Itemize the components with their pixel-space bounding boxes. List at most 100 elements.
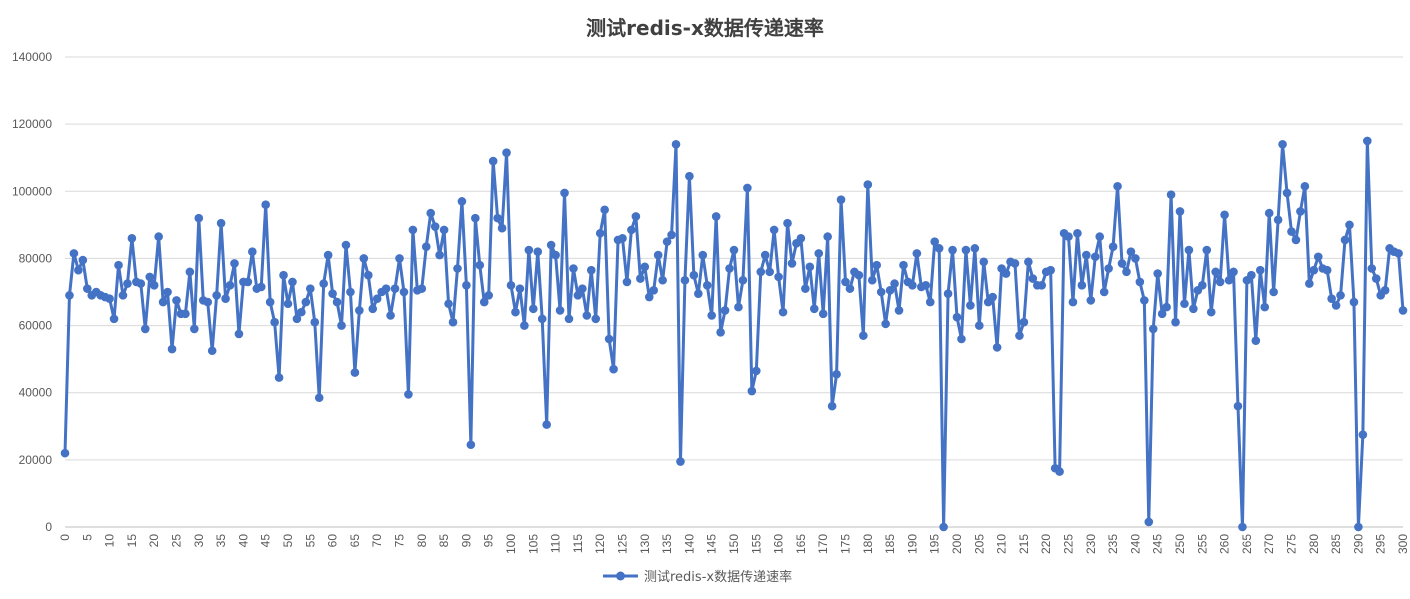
data-point[interactable] [845,284,855,293]
data-point[interactable] [314,393,324,403]
data-point[interactable] [702,280,712,290]
data-point[interactable] [1354,522,1363,532]
data-point[interactable] [1166,190,1176,199]
data-point[interactable] [778,307,788,317]
data-point[interactable] [453,264,462,273]
data-point[interactable] [328,289,337,298]
data-point[interactable] [1380,286,1390,295]
data-point[interactable] [975,321,984,330]
data-point[interactable] [560,188,569,198]
data-point[interactable] [809,304,819,314]
data-point[interactable] [279,270,288,280]
data-point[interactable] [114,260,123,270]
data-point[interactable] [939,522,948,532]
data-point[interactable] [747,386,757,396]
data-point[interactable] [1398,306,1408,315]
data-point[interactable] [448,317,458,327]
data-point[interactable] [863,180,873,189]
data-point[interactable] [725,264,734,273]
data-point[interactable] [1273,215,1283,225]
data-point[interactable] [694,289,703,298]
data-point[interactable] [123,279,132,288]
data-point[interactable] [600,205,609,215]
data-point[interactable] [359,254,369,263]
data-point[interactable] [274,373,284,382]
data-point[interactable] [1077,280,1087,290]
data-point[interactable] [1140,296,1149,305]
data-point[interactable] [471,213,480,223]
data-point[interactable] [595,228,605,238]
data-point[interactable] [1015,331,1024,340]
data-point[interactable] [1349,297,1359,307]
data-point[interactable] [925,297,935,307]
data-point[interactable] [520,321,529,330]
data-point[interactable] [172,296,181,305]
data-point[interactable] [564,314,574,324]
data-point[interactable] [676,457,685,466]
data-point[interactable] [145,272,155,282]
data-point[interactable] [1371,274,1381,283]
data-point[interactable] [1363,136,1372,146]
data-point[interactable] [1117,259,1127,268]
data-point[interactable] [1153,269,1162,278]
data-point[interactable] [1300,181,1310,191]
data-point[interactable] [248,247,257,257]
data-point[interactable] [1010,259,1020,268]
data-point[interactable] [301,297,311,307]
data-point[interactable] [582,311,592,320]
data-point[interactable] [769,225,779,235]
data-point[interactable] [1296,207,1305,216]
data-point[interactable] [765,267,774,277]
data-point[interactable] [876,287,886,297]
data-point[interactable] [832,369,841,379]
data-point[interactable] [551,250,560,260]
data-point[interactable] [1224,275,1234,285]
data-point[interactable] [1175,207,1185,216]
data-point[interactable] [801,284,810,293]
data-point[interactable] [1238,522,1247,532]
data-point[interactable] [306,284,315,293]
data-point[interactable] [1220,210,1229,220]
data-point[interactable] [1367,264,1377,273]
data-point[interactable] [738,275,748,285]
data-point[interactable] [234,329,244,339]
data-point[interactable] [921,280,931,290]
data-point[interactable] [1095,232,1105,241]
data-point[interactable] [555,306,565,315]
data-point[interactable] [203,297,213,307]
data-point[interactable] [1291,235,1301,245]
data-point[interactable] [310,317,320,327]
data-point[interactable] [1126,247,1136,257]
data-point[interactable] [867,275,877,285]
data-point[interactable] [1037,280,1047,290]
data-point[interactable] [386,311,395,320]
data-point[interactable] [948,245,957,255]
data-point[interactable] [1247,270,1256,280]
data-point[interactable] [573,291,583,300]
data-point[interactable] [1082,250,1091,260]
data-point[interactable] [720,306,730,315]
data-point[interactable] [698,250,708,260]
data-point[interactable] [716,327,725,337]
data-point[interactable] [711,212,721,221]
data-point[interactable] [671,139,681,149]
data-point[interactable] [546,240,556,250]
data-point[interactable] [69,249,79,258]
data-point[interactable] [1148,324,1158,334]
data-point[interactable] [502,148,511,157]
data-point[interactable] [493,213,502,223]
data-point[interactable] [1122,267,1131,277]
data-point[interactable] [943,289,953,298]
data-point[interactable] [466,440,476,450]
data-point[interactable] [1019,317,1029,327]
data-point[interactable] [337,321,346,330]
data-point[interactable] [515,284,525,293]
data-point[interactable] [966,301,975,310]
data-point[interactable] [297,307,306,317]
data-point[interactable] [604,334,614,344]
data-point[interactable] [368,304,378,314]
data-point[interactable] [479,297,489,307]
data-point[interactable] [569,264,578,273]
data-point[interactable] [1064,232,1073,241]
data-point[interactable] [408,225,418,235]
